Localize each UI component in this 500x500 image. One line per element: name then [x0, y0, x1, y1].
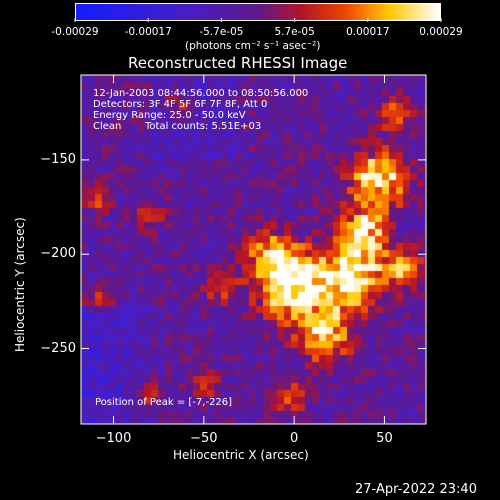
annotation-detectors: Detectors: 3F 4F 5F 6F 7F 8F, Att 0: [93, 99, 268, 110]
colorbar-tick-label: -0.00017: [124, 26, 172, 38]
x-tick-label: −100: [95, 431, 132, 446]
heatmap-image: [81, 75, 426, 424]
x-axis-label: Heliocentric X (arcsec): [173, 448, 309, 462]
chart-title: Reconstructed RHESSI Image: [128, 54, 348, 72]
y-axis-label: Heliocentric Y (arcsec): [13, 217, 27, 352]
annotation-peak: Position of Peak = [-7,-226]: [95, 397, 233, 408]
annotation-time-range: 12-Jan-2003 08:44:56.000 to 08:50:56.000: [93, 88, 309, 99]
colorbar-tick-label: 0.00029: [419, 26, 463, 38]
x-tick-label: 50: [376, 431, 393, 446]
annotation-energy: Energy Range: 25.0 - 50.0 keV: [93, 110, 246, 121]
colorbar: [75, 3, 441, 21]
x-tick-label: −50: [190, 431, 218, 446]
footer-timestamp: 27-Apr-2022 23:40: [355, 482, 477, 497]
y-tick-label: −150: [40, 151, 76, 167]
y-tick-label: −250: [40, 340, 76, 356]
colorbar-tick-label: -0.00029: [51, 26, 99, 38]
plot-frame: [80, 74, 427, 425]
x-tick-label: 0: [290, 431, 299, 446]
colorbar-tick-label: 0.00017: [346, 26, 390, 38]
annotation-counts: Total counts: 5.51E+03: [145, 121, 262, 132]
colorbar-tick-label: -5.7e-05: [199, 26, 244, 38]
annotation-algorithm: Clean: [93, 121, 122, 132]
colorbar-tick-label: 5.7e-05: [274, 26, 315, 38]
y-tick-label: −200: [40, 246, 76, 262]
colorbar-unit-label: (photons cm⁻² s⁻¹ asec⁻²): [185, 40, 321, 52]
